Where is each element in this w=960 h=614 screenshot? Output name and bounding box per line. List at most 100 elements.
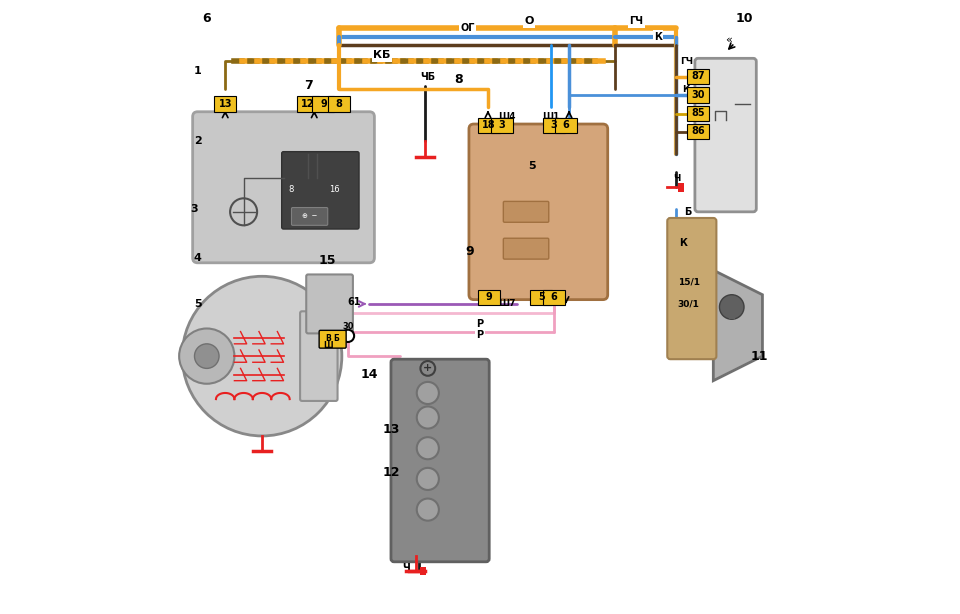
Text: 10: 10 [735, 12, 753, 25]
Text: 9: 9 [320, 99, 326, 109]
Text: 13: 13 [219, 99, 232, 109]
Text: О: О [524, 17, 534, 26]
Text: 7: 7 [303, 79, 312, 93]
Bar [420, 567, 426, 575]
Text: 5: 5 [538, 292, 544, 302]
Bar [327, 96, 349, 112]
Text: 30: 30 [691, 90, 705, 99]
Text: Ш1: Ш1 [542, 112, 560, 121]
Text: Р: Р [476, 330, 484, 340]
Text: Б: Б [684, 207, 691, 217]
Text: 61: 61 [348, 297, 361, 307]
Text: 8: 8 [454, 73, 463, 87]
Text: ОГ: ОГ [461, 23, 475, 33]
FancyBboxPatch shape [667, 218, 716, 359]
Circle shape [182, 276, 342, 436]
Text: 87: 87 [691, 71, 705, 81]
Text: 5: 5 [528, 161, 536, 171]
Text: ГЧ: ГЧ [630, 17, 643, 26]
Text: Ш8: Ш8 [545, 300, 563, 308]
Bar [530, 290, 552, 305]
Text: 12: 12 [301, 99, 315, 109]
Bar [710, 120, 726, 141]
Circle shape [180, 328, 234, 384]
Bar [687, 106, 709, 121]
Circle shape [719, 295, 744, 319]
Text: 4: 4 [194, 253, 202, 263]
FancyBboxPatch shape [319, 330, 347, 348]
Text: Б: Б [333, 335, 339, 343]
Text: Ш7: Ш7 [497, 300, 516, 308]
Text: 18: 18 [482, 120, 496, 130]
FancyBboxPatch shape [695, 58, 756, 212]
Text: К: К [654, 32, 662, 42]
Circle shape [417, 468, 439, 490]
Text: 86: 86 [691, 126, 705, 136]
Text: 9: 9 [486, 292, 492, 302]
Text: «: « [725, 35, 732, 45]
Text: 8: 8 [288, 185, 294, 193]
FancyBboxPatch shape [503, 238, 549, 259]
Text: Ч: Ч [402, 563, 410, 573]
Text: 6: 6 [203, 12, 211, 25]
Text: 15: 15 [319, 254, 336, 268]
Text: 30/1: 30/1 [678, 300, 700, 308]
Text: 16: 16 [329, 185, 340, 193]
Bar [687, 87, 709, 103]
FancyBboxPatch shape [503, 201, 549, 222]
Text: ГЧ: ГЧ [680, 57, 693, 66]
Text: 11: 11 [751, 349, 768, 363]
Text: Р: Р [476, 319, 484, 328]
Bar [678, 183, 684, 192]
FancyBboxPatch shape [281, 152, 359, 229]
Wedge shape [310, 193, 327, 208]
Bar [542, 118, 564, 133]
Text: ЧБ: ЧБ [420, 72, 436, 82]
Text: К: К [679, 238, 686, 247]
Text: Ш4: Ш4 [497, 112, 516, 121]
Text: КБ: КБ [373, 50, 391, 60]
Bar [729, 310, 734, 319]
Text: 15/1: 15/1 [678, 278, 700, 287]
Text: 6: 6 [563, 120, 569, 130]
Circle shape [417, 437, 439, 459]
Text: К: К [683, 85, 690, 93]
Bar [687, 124, 709, 139]
FancyBboxPatch shape [300, 311, 338, 401]
FancyBboxPatch shape [468, 124, 608, 300]
Bar [297, 96, 319, 112]
Text: +: + [423, 363, 432, 373]
Bar [214, 96, 236, 112]
Text: Ф: Ф [481, 293, 491, 303]
Text: 3: 3 [191, 204, 199, 214]
Bar [687, 69, 709, 84]
Text: 12: 12 [382, 466, 399, 480]
Text: Ш: Ш [323, 341, 332, 349]
FancyBboxPatch shape [391, 359, 490, 562]
Text: Ч: Ч [673, 174, 681, 182]
Text: 85: 85 [691, 108, 705, 118]
FancyBboxPatch shape [306, 274, 353, 333]
Text: 9: 9 [466, 245, 474, 258]
Bar [555, 118, 577, 133]
Bar [312, 96, 334, 112]
Circle shape [417, 499, 439, 521]
Bar [492, 118, 514, 133]
Text: 30: 30 [342, 322, 353, 331]
Text: ⊕  ─: ⊕ ─ [302, 212, 317, 219]
Text: 6: 6 [550, 292, 557, 302]
Text: 3: 3 [550, 120, 557, 130]
Text: 3: 3 [499, 120, 506, 130]
Circle shape [195, 344, 219, 368]
FancyBboxPatch shape [292, 208, 327, 225]
Bar [478, 118, 500, 133]
Text: 2: 2 [194, 136, 202, 146]
Polygon shape [713, 270, 762, 381]
Bar [542, 290, 564, 305]
Bar [478, 290, 500, 305]
FancyBboxPatch shape [193, 112, 374, 263]
Text: В: В [324, 335, 330, 343]
Circle shape [417, 406, 439, 429]
Wedge shape [288, 196, 311, 218]
Text: 13: 13 [382, 423, 399, 437]
